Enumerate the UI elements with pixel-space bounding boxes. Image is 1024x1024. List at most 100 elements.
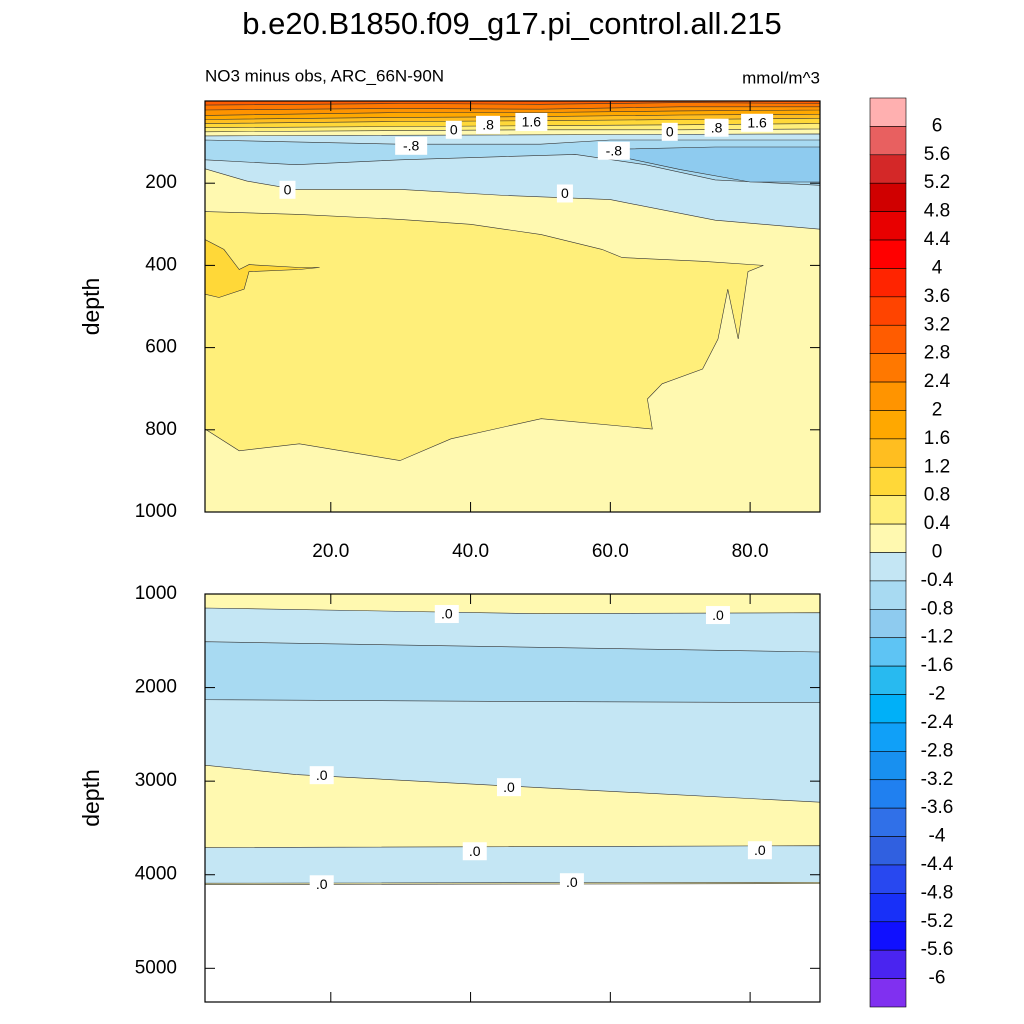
- colorbar-box: [869, 268, 907, 298]
- contour-region: [205, 845, 820, 884]
- contour-label: .0: [469, 843, 481, 859]
- colorbar-label: 0.8: [924, 485, 950, 506]
- contour-region: [205, 641, 820, 703]
- colorbar-box: [869, 978, 907, 1008]
- contour-label-bg: [515, 112, 548, 131]
- colorbar-label: 2.8: [924, 343, 950, 364]
- colorbar-label: 0: [932, 542, 943, 563]
- colorbar-box: [869, 751, 907, 781]
- colorbar-label: 3.2: [924, 314, 950, 335]
- colorbar-label: -1.6: [921, 655, 954, 676]
- contour-label: -.8: [403, 138, 420, 154]
- y-tick-label: 200: [145, 172, 177, 193]
- plot-area: .0 .0 .0 .0 .0 .0 .0 .0: [205, 594, 820, 894]
- contour-label: .8: [711, 119, 723, 135]
- contour-label: 0: [561, 185, 569, 201]
- colorbar-box: [869, 893, 907, 923]
- colorbar-label: -5.2: [921, 911, 954, 932]
- colorbar-box: [869, 466, 907, 496]
- y-tick-label: 600: [145, 337, 177, 358]
- contour-region: [205, 607, 820, 803]
- contour-region: [205, 211, 764, 461]
- chart-subtitle: NO3 minus obs, ARC_66N-90N: [205, 66, 444, 85]
- plot-area: 0 .8 1.6 0 .8 1.6 -.8 -.8 0 0: [205, 101, 820, 512]
- contour-label: -.8: [606, 142, 623, 158]
- y-tick-label: 1000: [135, 583, 177, 604]
- y-axis-label: depth: [78, 278, 104, 336]
- contour-label-bg: [741, 113, 774, 132]
- colorbar-box: [869, 211, 907, 241]
- contour-label: .0: [754, 842, 766, 858]
- colorbar-label: -1.2: [921, 627, 954, 648]
- colorbar-label: -3.6: [921, 797, 954, 818]
- colorbar-box: [869, 97, 907, 127]
- colorbar-box: [869, 495, 907, 525]
- colorbar-label: 5.2: [924, 172, 950, 193]
- contour-label-bg: [476, 115, 501, 134]
- colorbar-box: [869, 779, 907, 809]
- y-axis-label: depth: [78, 769, 104, 827]
- colorbar-label: 4.8: [924, 201, 950, 222]
- colorbar-label: 2.4: [924, 371, 951, 392]
- colorbar-label: -4.4: [921, 854, 954, 875]
- colorbar-box: [869, 552, 907, 582]
- contour-label-bg: [279, 180, 296, 199]
- y-tick-label: 400: [145, 254, 177, 275]
- colorbar-label: 4: [932, 257, 943, 278]
- colorbar-box: [869, 665, 907, 695]
- contour-label-bg: [661, 122, 678, 141]
- contour-label-bg: [434, 605, 459, 624]
- contour-region: [205, 239, 320, 298]
- contour-label-bg: [395, 136, 428, 155]
- chart-title: b.e20.B1850.f09_g17.pi_control.all.215: [242, 6, 782, 41]
- colorbar-box: [869, 580, 907, 610]
- colorbar-label: -6: [929, 968, 946, 989]
- contour-label: .8: [482, 117, 494, 133]
- x-tick-label: 80.0: [732, 541, 769, 562]
- contour-label-bg: [497, 778, 522, 797]
- y-tick-label: 3000: [135, 770, 177, 791]
- colorbar-box: [869, 949, 907, 979]
- colorbar-box: [869, 324, 907, 354]
- plot-frame: [204, 593, 821, 1003]
- contour-label: .0: [566, 874, 578, 890]
- contour-label-bg: [704, 118, 729, 137]
- colorbar-label: 4.4: [924, 229, 951, 250]
- contour-label: 0: [666, 124, 674, 140]
- contour-label: 1.6: [747, 114, 767, 130]
- colorbar-box: [869, 239, 907, 269]
- colorbar-box: [869, 523, 907, 553]
- colorbar-label: -0.8: [921, 598, 954, 619]
- colorbar-label: 6: [932, 115, 943, 136]
- colorbar-label: -5.6: [921, 939, 954, 960]
- colorbar-box: [869, 410, 907, 440]
- colorbar-box: [869, 353, 907, 383]
- colorbar-label: -4: [929, 826, 946, 847]
- contour-label-bg: [462, 842, 487, 861]
- colorbar-box: [869, 694, 907, 724]
- colorbar-box: [869, 637, 907, 667]
- contour-label-bg: [445, 120, 462, 139]
- y-tick-label: 4000: [135, 864, 177, 885]
- colorbar-box: [869, 807, 907, 837]
- y-tick-label: 1000: [135, 501, 177, 522]
- contour-label: .0: [316, 767, 328, 783]
- colorbar-label: 5.6: [924, 144, 950, 165]
- contour-label-bg: [556, 184, 573, 203]
- y-tick-label: 2000: [135, 677, 177, 698]
- contour-label: .0: [441, 606, 453, 622]
- colorbar-label: -0.4: [921, 570, 954, 591]
- colorbar-box: [869, 722, 907, 752]
- x-tick-label: 20.0: [312, 541, 349, 562]
- contour-label-bg: [309, 766, 334, 785]
- contour-label: 0: [284, 181, 292, 197]
- contour-label-bg: [597, 141, 630, 160]
- contour-region: [603, 146, 820, 183]
- x-tick-label: 60.0: [592, 541, 629, 562]
- colorbar-box: [869, 921, 907, 951]
- colorbar-box: [869, 154, 907, 184]
- plot-frame: [204, 100, 821, 513]
- contour-label-bg: [309, 875, 334, 894]
- colorbar-label: 2: [932, 399, 943, 420]
- contour-label: .0: [503, 779, 515, 795]
